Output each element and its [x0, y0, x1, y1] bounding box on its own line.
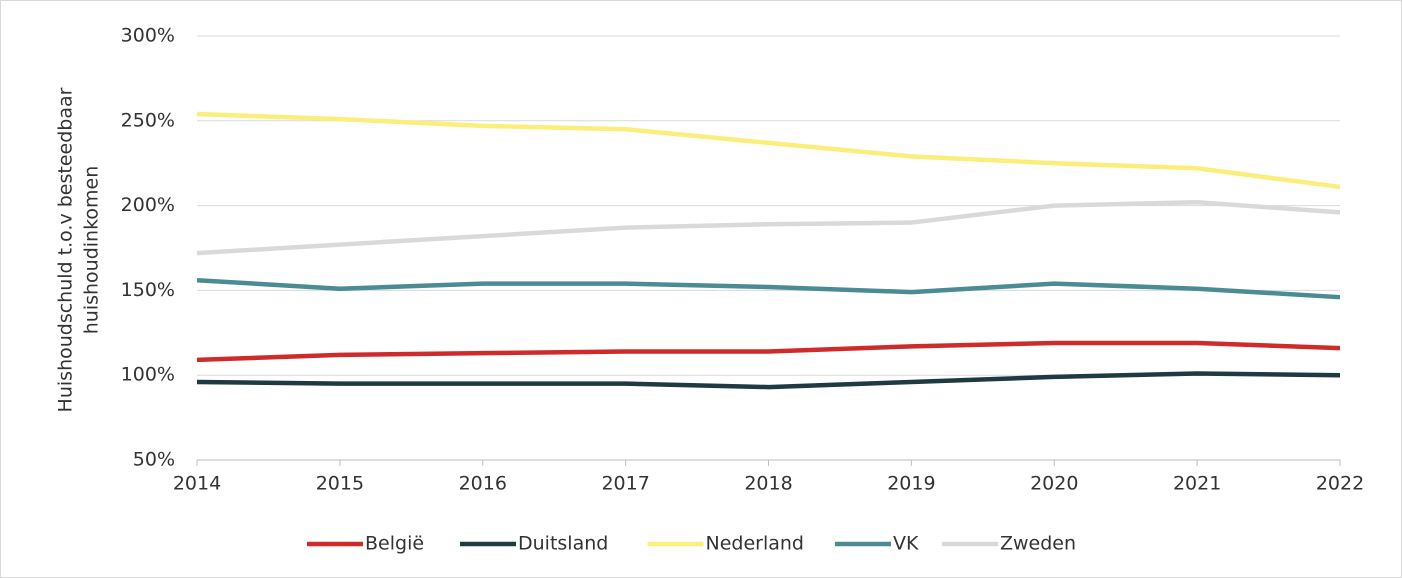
line-series	[196, 111, 1341, 190]
y-tick-label: 300%	[121, 25, 175, 47]
y-tick-label: 50%	[133, 449, 175, 471]
line-series	[196, 199, 1341, 256]
y-tick-label: 100%	[121, 364, 175, 386]
line-series	[196, 340, 1341, 363]
line-series	[196, 371, 1341, 390]
line-series	[196, 277, 1341, 300]
x-tick-label: 2018	[744, 473, 792, 495]
x-tick-label: 2016	[459, 473, 507, 495]
x-tick-label: 2019	[887, 473, 935, 495]
x-tick-label: 2015	[316, 473, 364, 495]
x-tick-label: 2020	[1030, 473, 1078, 495]
y-tick-label: 250%	[121, 109, 175, 131]
x-tick-label: 2022	[1316, 473, 1364, 495]
legend-label: VK	[893, 533, 919, 555]
y-tick-label: 150%	[121, 279, 175, 301]
y-axis-label: huishoudinkomen	[81, 166, 103, 335]
x-tick-label: 2017	[601, 473, 649, 495]
legend-label: Duitsland	[518, 533, 608, 555]
y-tick-label: 200%	[121, 194, 175, 216]
legend-label: België	[365, 533, 424, 555]
y-axis-label: Huishoudschuld t.o.v besteedbaar	[55, 87, 77, 412]
legend-label: Zweden	[1000, 533, 1076, 555]
x-tick-label: 2014	[173, 473, 221, 495]
x-tick-label: 2021	[1173, 473, 1221, 495]
legend-label: Nederland	[706, 533, 805, 555]
